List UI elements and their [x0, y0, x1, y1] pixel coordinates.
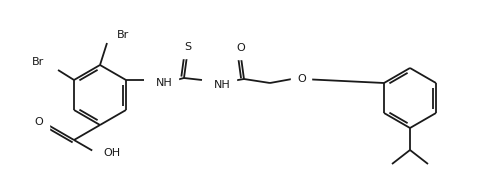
- Text: O: O: [34, 117, 43, 127]
- Text: OH: OH: [103, 147, 120, 157]
- Text: S: S: [184, 42, 191, 52]
- Text: NH: NH: [156, 78, 172, 88]
- Text: NH: NH: [213, 80, 230, 90]
- Text: O: O: [236, 43, 245, 53]
- Text: Br: Br: [117, 30, 129, 40]
- Text: Br: Br: [32, 57, 44, 67]
- Text: O: O: [297, 74, 305, 84]
